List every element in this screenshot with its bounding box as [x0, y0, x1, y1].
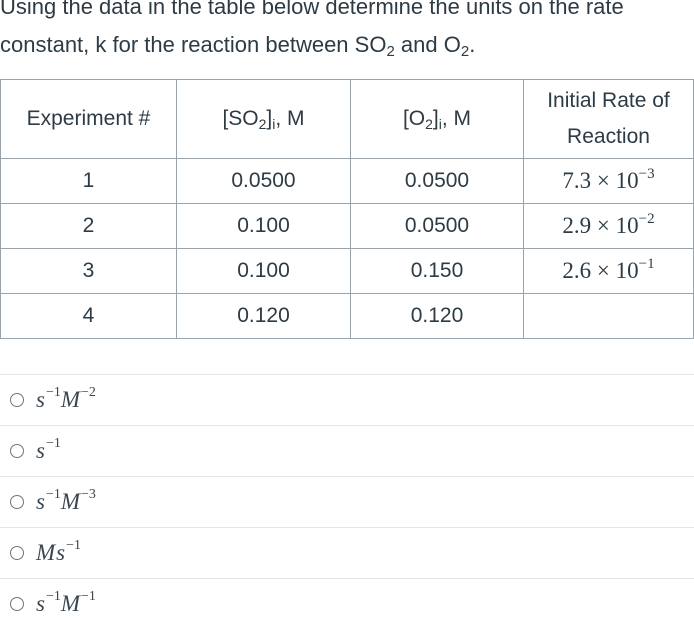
cell-o2: 0.0500 [350, 158, 524, 204]
question-line-2: constant, k for the reaction between SO2… [0, 32, 476, 60]
subscript: 2 [460, 43, 470, 60]
header-experiment: Experiment # [0, 79, 177, 159]
question-line-1: Using the data in the table below determ… [0, 0, 624, 19]
answer-label: s−1M−2 [36, 385, 96, 413]
radio-button[interactable] [10, 393, 24, 407]
table-row: 1 0.0500 0.0500 7.3 × 10−3 [0, 158, 694, 204]
unit-exponent: −2 [81, 385, 96, 400]
header-text: Reaction [567, 125, 650, 148]
answer-label: Ms−1 [36, 538, 82, 566]
header-text: ] [266, 107, 273, 130]
table-header-row: Experiment # [SO2]i, M [O2]i, M Initial … [0, 79, 694, 159]
unit-base: M [60, 489, 81, 514]
cell-experiment: 3 [0, 248, 177, 294]
rate-mantissa: 2.6 × 10 [562, 258, 639, 283]
cell-o2: 0.120 [350, 293, 524, 339]
answer-option[interactable]: s−1 [0, 425, 694, 476]
unit-base: M [60, 387, 81, 412]
cell-so2: 0.0500 [176, 158, 351, 204]
answer-option[interactable]: s−1M−1 [0, 578, 694, 629]
unit-exponent: −1 [81, 589, 96, 604]
header-text: [SO [222, 107, 259, 130]
subscript: 2 [386, 43, 395, 60]
question-line-2-mid: and O [394, 32, 461, 57]
question-text: Using the data in the table below determ… [0, 0, 694, 64]
cell-so2: 0.100 [176, 203, 351, 249]
unit-base: M [36, 540, 56, 565]
unit-exponent: −1 [45, 487, 61, 502]
cell-experiment: 1 [0, 158, 177, 204]
subscript: 2 [425, 116, 433, 132]
rate-exponent: −2 [638, 211, 655, 227]
rate-exponent: −1 [638, 256, 655, 272]
answer-label: s−1M−3 [36, 487, 96, 515]
unit-base: s [36, 591, 45, 616]
cell-experiment: 2 [0, 203, 177, 249]
cell-rate: 7.3 × 10−3 [523, 158, 694, 204]
unit-base: s [36, 489, 45, 514]
cell-experiment: 4 [0, 293, 177, 339]
radio-button[interactable] [10, 546, 24, 560]
radio-button[interactable] [10, 444, 24, 458]
header-text: , M [441, 107, 472, 130]
header-text: ] [432, 107, 439, 130]
rate-mantissa: 7.3 × 10 [562, 168, 639, 193]
rate-mantissa: 2.9 × 10 [562, 213, 639, 238]
unit-base: s [36, 438, 45, 463]
unit-exponent: −1 [66, 538, 82, 553]
header-text: Initial Rate of [547, 89, 670, 112]
unit-exponent: −1 [45, 436, 61, 451]
unit-exponent: −1 [45, 385, 61, 400]
data-table: Experiment # [SO2]i, M [O2]i, M Initial … [0, 79, 694, 339]
unit-base: s [56, 540, 66, 565]
cell-so2: 0.120 [176, 293, 351, 339]
table-row: 2 0.100 0.0500 2.9 × 10−2 [0, 203, 694, 249]
unit-exponent: −3 [81, 487, 96, 502]
answer-option[interactable]: s−1M−2 [0, 374, 694, 425]
answer-option[interactable]: s−1M−3 [0, 476, 694, 527]
unit-base: s [36, 387, 45, 412]
answer-options: s−1M−2 s−1 s−1M−3 Ms−1 s−1M−1 [0, 374, 694, 629]
header-text: , M [275, 107, 305, 130]
unit-base: M [60, 591, 81, 616]
question-line-2-end: . [469, 32, 476, 57]
header-rate: Initial Rate of Reaction [523, 79, 694, 159]
subscript: i [272, 116, 276, 132]
table-row: 3 0.100 0.150 2.6 × 10−1 [0, 248, 694, 294]
subscript: i [438, 116, 442, 132]
rate-exponent: −3 [638, 166, 655, 182]
cell-rate [523, 293, 694, 339]
cell-so2: 0.100 [176, 248, 351, 294]
header-so2: [SO2]i, M [176, 79, 351, 159]
header-o2: [O2]i, M [350, 79, 524, 159]
table-row: 4 0.120 0.120 [0, 293, 694, 339]
cell-o2: 0.0500 [350, 203, 524, 249]
unit-exponent: −1 [45, 589, 61, 604]
answer-label: s−1M−1 [36, 589, 96, 617]
cell-rate: 2.9 × 10−2 [523, 203, 694, 249]
radio-button[interactable] [10, 495, 24, 509]
header-text: [O [402, 107, 426, 130]
question-line-2-start: constant, k for the reaction between SO [0, 32, 387, 57]
subscript: 2 [258, 116, 267, 132]
answer-label: s−1 [36, 436, 61, 464]
cell-rate: 2.6 × 10−1 [523, 248, 694, 294]
radio-button[interactable] [10, 597, 24, 611]
cell-o2: 0.150 [350, 248, 524, 294]
answer-option[interactable]: Ms−1 [0, 527, 694, 578]
